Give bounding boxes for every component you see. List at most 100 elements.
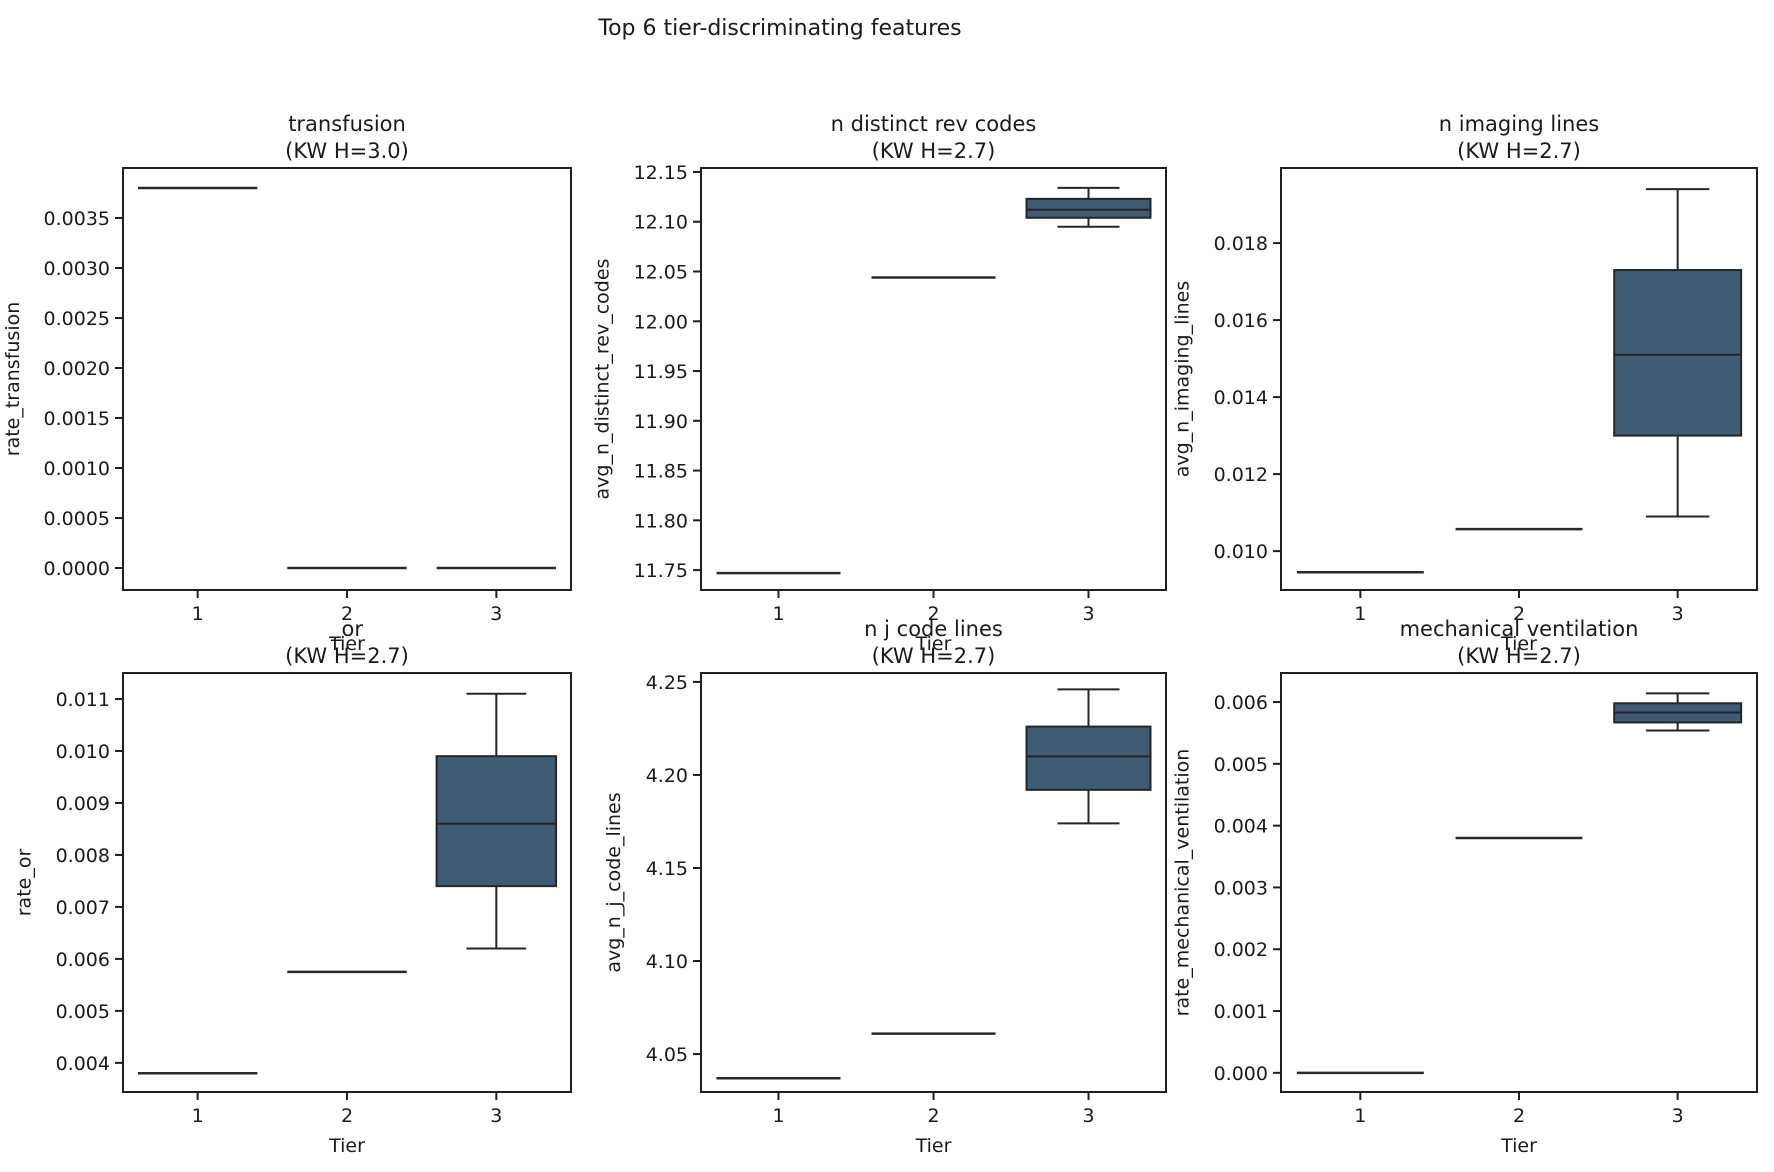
- y-tick-label: 0.0020: [44, 358, 110, 380]
- x-axis: 1 2 3: [772, 1092, 1095, 1127]
- iqr-box: [1025, 197, 1152, 219]
- subplot-title: n distinct rev codes: [831, 112, 1037, 136]
- axes-border: [700, 167, 1167, 591]
- subplot-subtitle: (KW H=2.7): [1457, 644, 1581, 668]
- y-tick-label: 0.016: [1214, 310, 1268, 332]
- subplot-transfusion: 0.0000 0.0005 0.0010 0.0015 0.0020 0.0025 0.00…: [2, 112, 572, 655]
- y-tick-label: 0.003: [1214, 877, 1268, 899]
- y-tick-label: 0.0035: [44, 208, 110, 230]
- subplot-subtitle: (KW H=2.7): [872, 139, 996, 163]
- y-tick-label: 0.011: [56, 689, 110, 711]
- x-axis-label: Tier: [1500, 1135, 1537, 1157]
- y-tick-label: 0.005: [1214, 754, 1268, 776]
- subplot-or: 0.004 0.005 0.006 0.007 0.008 0.009 0.010 0.011…: [14, 617, 572, 1157]
- y-tick-label: 0.010: [1214, 541, 1268, 563]
- y-tick-label: 0.012: [1214, 464, 1268, 486]
- x-axis: 1 2 3: [192, 1092, 502, 1127]
- axes-border: [1280, 672, 1758, 1093]
- x-axis-label: Tier: [915, 1135, 952, 1157]
- tier-3-boxplot: [1025, 688, 1152, 825]
- y-tick-label: 0.0010: [44, 458, 110, 480]
- y-tick-label: 0.018: [1214, 233, 1268, 255]
- y-tick-label: 0.010: [56, 741, 110, 763]
- tier-3-boxplot: [1025, 186, 1152, 228]
- y-tick-label: 0.006: [56, 949, 110, 971]
- y-tick-label: 0.0000: [44, 558, 110, 580]
- x-axis-label: Tier: [915, 633, 952, 655]
- y-axis-label: avg_n_j_code_lines: [603, 792, 625, 972]
- y-axis-label: rate_mechanical_ventilation: [1172, 749, 1194, 1017]
- y-axis: 0.000 0.001 0.002 0.003 0.004 0.005 0.006: [1214, 692, 1281, 1085]
- x-tick-label: 2: [341, 1105, 353, 1127]
- x-tick-label: 3: [490, 603, 502, 625]
- y-tick-label: 4.15: [646, 858, 688, 880]
- y-tick-label: 0.001: [1214, 1001, 1268, 1023]
- x-tick-label: 2: [341, 603, 353, 625]
- y-tick-label: 0.000: [1214, 1063, 1268, 1085]
- y-tick-label: 0.014: [1214, 387, 1268, 409]
- subplot-subtitle: (KW H=2.7): [285, 644, 409, 668]
- y-tick-label: 11.95: [634, 361, 688, 383]
- tier-3-boxplot: [435, 692, 558, 950]
- y-tick-label: 12.05: [634, 262, 688, 284]
- iqr-box: [435, 755, 558, 888]
- subplots-root: 0.0000 0.0005 0.0010 0.0015 0.0020 0.0025 0.00…: [2, 112, 1758, 1157]
- subplot-subtitle: (KW H=2.7): [872, 644, 996, 668]
- x-axis-label: Tier: [328, 1135, 365, 1157]
- y-tick-label: 12.15: [634, 162, 688, 184]
- subplot-title: _or: [330, 617, 363, 642]
- y-tick-label: 0.005: [56, 1001, 110, 1023]
- y-axis: 4.05 4.10 4.15 4.20 4.25: [646, 672, 701, 1066]
- y-axis: 0.004 0.005 0.006 0.007 0.008 0.009 0.010 0.011: [56, 689, 123, 1075]
- figure-suptitle: Top 6 tier-discriminating features: [597, 16, 961, 41]
- subplot-n-distinct-rev-codes: 11.75 11.80 11.85 11.90 11.95 12.00 12.05 12.10…: [592, 112, 1167, 655]
- y-axis-label: avg_n_distinct_rev_codes: [592, 259, 614, 500]
- x-tick-label: 1: [192, 603, 204, 625]
- y-tick-label: 0.0005: [44, 508, 110, 530]
- y-tick-label: 0.0015: [44, 408, 110, 430]
- y-axis: 0.010 0.012 0.014 0.016 0.018: [1214, 233, 1281, 563]
- y-tick-label: 12.00: [634, 311, 688, 333]
- y-axis-label: rate_or: [14, 849, 36, 917]
- subplot-n-j-code-lines: 4.05 4.10 4.15 4.20 4.25 avg_n_j_code_lines 1 2…: [603, 617, 1167, 1157]
- subplot-title: n j code lines: [864, 617, 1003, 641]
- y-tick-label: 11.85: [634, 461, 688, 483]
- y-tick-label: 11.75: [634, 560, 688, 582]
- y-tick-label: 4.20: [646, 765, 688, 787]
- y-tick-label: 0.009: [56, 793, 110, 815]
- subplot-title: n imaging lines: [1439, 112, 1599, 136]
- x-axis: 1 2 3: [1354, 1092, 1684, 1127]
- x-tick-label: 3: [1082, 603, 1094, 625]
- y-tick-label: 0.006: [1214, 692, 1268, 714]
- axes-border: [122, 167, 572, 591]
- y-tick-label: 0.008: [56, 845, 110, 867]
- x-tick-label: 3: [1672, 1105, 1684, 1127]
- subplot-mechanical-ventilation: 0.000 0.001 0.002 0.003 0.004 0.005 0.006 rate_…: [1172, 617, 1758, 1157]
- subplot-subtitle: (KW H=2.7): [1457, 139, 1581, 163]
- subplot-subtitle: (KW H=3.0): [285, 139, 409, 163]
- x-tick-label: 2: [1513, 603, 1525, 625]
- x-tick-label: 1: [1354, 1105, 1366, 1127]
- iqr-box: [1025, 725, 1152, 791]
- subplot-title: mechanical ventilation: [1400, 617, 1639, 641]
- y-tick-label: 11.90: [634, 411, 688, 433]
- x-tick-label: 3: [490, 1105, 502, 1127]
- y-tick-label: 4.05: [646, 1044, 688, 1066]
- x-tick-label: 1: [1354, 603, 1366, 625]
- x-axis-label: Tier: [1500, 633, 1537, 655]
- x-tick-label: 1: [192, 1105, 204, 1127]
- y-tick-label: 0.0030: [44, 258, 110, 280]
- y-axis: 0.0000 0.0005 0.0010 0.0015 0.0020 0.0025 0.00…: [44, 208, 123, 580]
- x-axis: 1 2 3: [1354, 590, 1684, 625]
- tier-3-boxplot: [1613, 692, 1743, 732]
- y-tick-label: 0.0025: [44, 308, 110, 330]
- y-tick-label: 4.25: [646, 672, 688, 694]
- y-tick-label: 4.10: [646, 951, 688, 973]
- subplot-title: transfusion: [288, 112, 406, 136]
- x-tick-label: 2: [927, 1105, 939, 1127]
- x-tick-label: 3: [1672, 603, 1684, 625]
- tier-3-boxplot: [1613, 188, 1743, 518]
- y-tick-label: 0.007: [56, 897, 110, 919]
